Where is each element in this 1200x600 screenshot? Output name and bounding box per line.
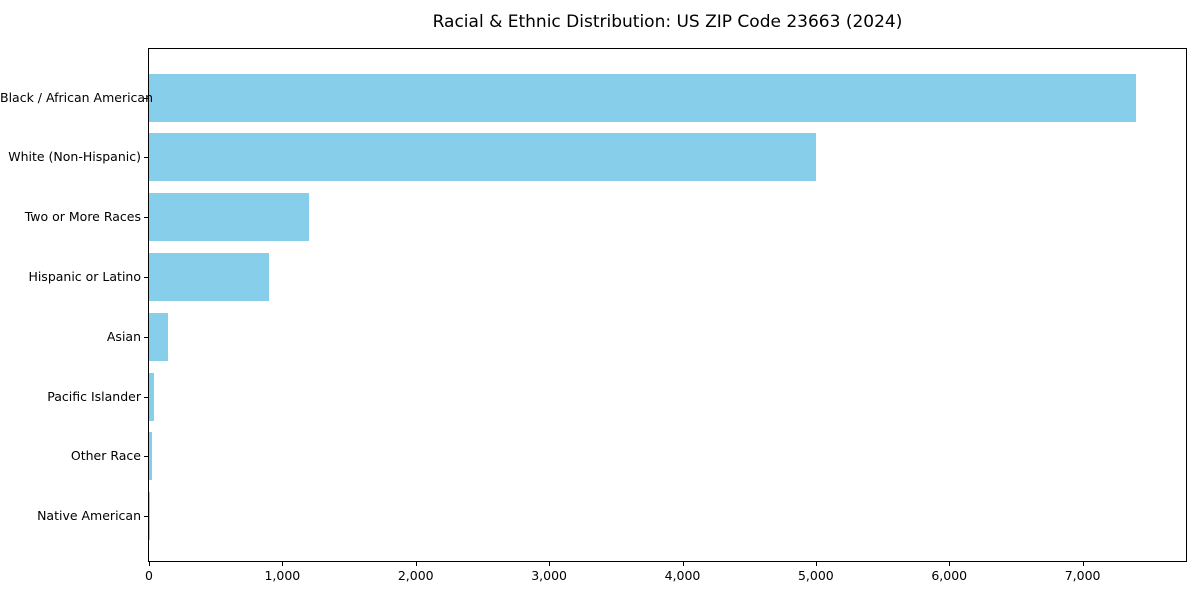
bar [149,133,816,182]
x-tick-label: 1,000 [264,568,301,583]
x-tick-mark [415,562,417,566]
bar [149,73,1136,122]
bar [149,193,310,242]
y-tick-label: White (Non-Hispanic) [8,149,141,165]
y-tick-mark [144,276,148,278]
y-tick-label: Hispanic or Latino [28,268,141,284]
x-tick-mark [1082,562,1084,566]
y-tick-mark [144,456,148,458]
y-tick-label: Two or More Races [24,209,141,225]
x-tick-label: 4,000 [664,568,701,583]
y-tick-label: Black / African American [0,89,154,105]
x-tick-label: 0 [145,568,153,583]
x-tick-label: 5,000 [797,568,834,583]
y-tick-mark [144,217,148,219]
x-tick-label: 7,000 [1064,568,1101,583]
y-tick-mark [144,516,148,518]
x-tick-mark [815,562,817,566]
x-tick-mark [682,562,684,566]
x-tick-label: 2,000 [397,568,434,583]
y-tick-label: Other Race [70,448,141,464]
x-tick-mark [549,562,551,566]
x-tick-label: 6,000 [931,568,968,583]
y-tick-mark [144,97,148,99]
y-tick-label: Asian [106,328,141,344]
bar [149,372,154,421]
y-tick-mark [144,396,148,398]
chart-title: Racial & Ethnic Distribution: US ZIP Cod… [432,12,903,32]
y-tick-mark [144,157,148,159]
plot-area [148,48,1187,562]
bar [149,312,169,361]
x-tick-mark [949,562,951,566]
x-tick-mark [282,562,284,566]
bar [149,492,150,541]
y-tick-label: Native American [37,508,141,524]
y-tick-label: Pacific Islander [47,388,141,404]
x-tick-label: 3,000 [531,568,568,583]
bar [149,432,152,481]
bar [149,252,270,301]
x-tick-mark [149,562,150,566]
y-tick-mark [144,336,148,338]
